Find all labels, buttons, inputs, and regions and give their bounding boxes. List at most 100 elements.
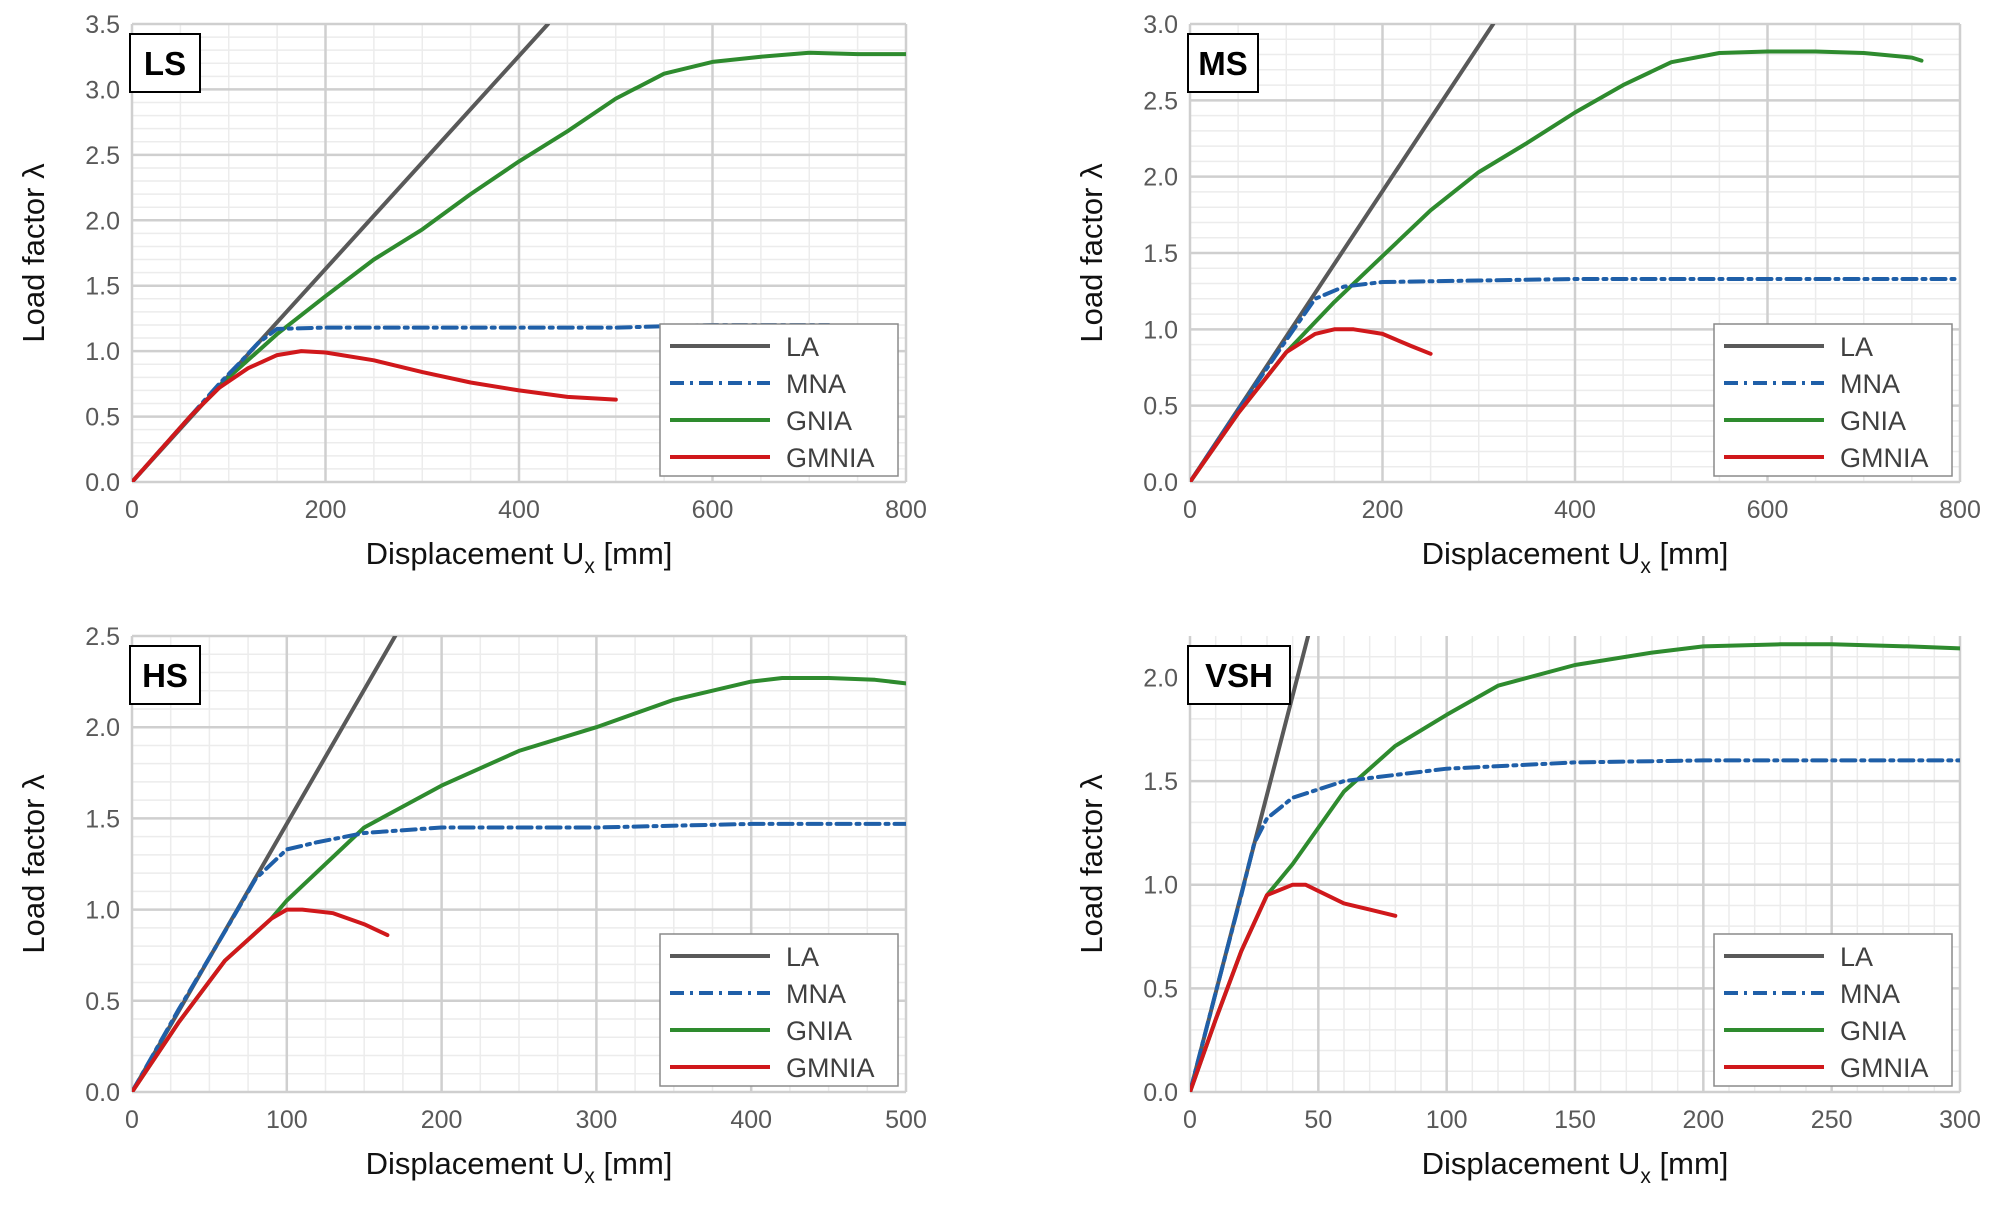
x-tick-label: 100 bbox=[1426, 1106, 1468, 1134]
x-tick-label: 500 bbox=[885, 1106, 927, 1134]
legend: LA MNA GNIA GMNIA bbox=[659, 933, 899, 1087]
legend-label-la: LA bbox=[786, 332, 819, 362]
panel-vsh: 0 50 100 150 200 250 300 0.0 0.5 1.0 1.5 2.0 Displac… bbox=[1074, 636, 1981, 1188]
legend-label-mna: MNA bbox=[786, 979, 846, 1009]
major-grid bbox=[1188, 636, 1962, 1094]
x-tick-label: 200 bbox=[421, 1106, 463, 1134]
legend-box bbox=[659, 933, 899, 1087]
panel-label-box bbox=[129, 33, 201, 93]
x-axis-title: Displacement Ux [mm] bbox=[366, 536, 673, 578]
x-axis-title: Displacement Ux [mm] bbox=[1422, 1146, 1729, 1188]
x-tick-label: 800 bbox=[885, 496, 927, 524]
x-tick-label: 50 bbox=[1304, 1106, 1332, 1134]
x-tick-label: 300 bbox=[1939, 1106, 1981, 1134]
legend-label-gmnia: GMNIA bbox=[1840, 443, 1929, 473]
legend-label-gnia: GNIA bbox=[1840, 406, 1906, 436]
y-tick-label: 1.5 bbox=[1143, 768, 1178, 796]
panel-label-box bbox=[1187, 33, 1259, 93]
y-tick-label: 0.5 bbox=[1143, 393, 1178, 421]
legend-label-la: LA bbox=[1840, 332, 1873, 362]
y-tick-label: 3.0 bbox=[85, 76, 120, 104]
y-tick-label: 0.5 bbox=[1143, 975, 1178, 1003]
y-tick-label: 0.5 bbox=[85, 988, 120, 1016]
legend-label-gmnia: GMNIA bbox=[1840, 1053, 1929, 1083]
y-tick-label: 2.0 bbox=[1143, 164, 1178, 192]
legend-label-gnia: GNIA bbox=[786, 406, 852, 436]
x-tick-label: 250 bbox=[1811, 1106, 1853, 1134]
x-tick-label: 200 bbox=[1682, 1106, 1724, 1134]
y-tick-label: 0.0 bbox=[1143, 1079, 1178, 1107]
legend-label-mna: MNA bbox=[1840, 979, 1900, 1009]
y-tick-label: 1.0 bbox=[1143, 872, 1178, 900]
y-tick-label: 3.0 bbox=[1143, 11, 1178, 39]
series-line-gmnia bbox=[1190, 327, 1433, 482]
panel-label: MS bbox=[1198, 45, 1248, 82]
legend-label-la: LA bbox=[1840, 942, 1873, 972]
legend: LA MNA GNIA GMNIA bbox=[1713, 933, 1953, 1087]
y-tick-label: 2.0 bbox=[1143, 664, 1178, 692]
x-tick-label: 400 bbox=[498, 496, 540, 524]
y-axis-title: Load factor λ bbox=[16, 774, 51, 954]
x-tick-label: 150 bbox=[1554, 1106, 1596, 1134]
legend-label-gmnia: GMNIA bbox=[786, 443, 875, 473]
series-lines bbox=[1190, 24, 1960, 482]
panel-ms: 0 200 400 600 800 0.0 0.5 1.0 1.5 2.0 2.5 3.0 Displa… bbox=[1074, 11, 1981, 578]
y-tick-label: 2.5 bbox=[85, 623, 120, 651]
x-tick-label: 600 bbox=[692, 496, 734, 524]
legend: LA MNA GNIA GMNIA bbox=[659, 323, 899, 477]
legend-label-gmnia: GMNIA bbox=[786, 1053, 875, 1083]
y-tick-label: 0.0 bbox=[85, 469, 120, 497]
panel-label: VSH bbox=[1205, 657, 1273, 694]
y-axis-title: Load factor λ bbox=[16, 163, 51, 343]
x-tick-label: 200 bbox=[1362, 496, 1404, 524]
major-grid bbox=[1188, 22, 1962, 484]
y-tick-label: 0.0 bbox=[85, 1079, 120, 1107]
y-tick-label: 2.5 bbox=[85, 142, 120, 170]
panel-hs: 0 100 200 300 400 500 0.0 0.5 1.0 1.5 2.0 2.5 Displa… bbox=[16, 623, 927, 1188]
panel-label-box bbox=[129, 645, 201, 705]
y-tick-label: 0.5 bbox=[85, 404, 120, 432]
y-tick-label: 1.5 bbox=[85, 805, 120, 833]
x-tick-label: 300 bbox=[576, 1106, 618, 1134]
series-line-gnia bbox=[1190, 49, 1924, 482]
legend-label-mna: MNA bbox=[1840, 369, 1900, 399]
y-tick-label: 1.5 bbox=[1143, 240, 1178, 268]
y-tick-label: 1.5 bbox=[85, 273, 120, 301]
x-tick-label: 600 bbox=[1747, 496, 1789, 524]
legend-label-gnia: GNIA bbox=[786, 1016, 852, 1046]
series-line-mna bbox=[1190, 277, 1960, 482]
x-tick-label: 400 bbox=[730, 1106, 772, 1134]
legend-box bbox=[659, 323, 899, 477]
y-tick-label: 2.5 bbox=[1143, 87, 1178, 115]
series-line-gmnia bbox=[1190, 882, 1398, 1092]
series-line-mna bbox=[1190, 758, 1960, 1092]
x-tick-label: 0 bbox=[125, 496, 139, 524]
x-axis-title: Displacement Ux [mm] bbox=[366, 1146, 673, 1188]
legend-label-mna: MNA bbox=[786, 369, 846, 399]
x-tick-label: 800 bbox=[1939, 496, 1981, 524]
series-line-gmnia bbox=[132, 349, 618, 482]
legend-label-la: LA bbox=[786, 942, 819, 972]
series-lines bbox=[132, 24, 906, 482]
legend: LA MNA GNIA GMNIA bbox=[1713, 323, 1953, 477]
panel-ls: 0 200 400 600 800 0.0 0.5 1.0 1.5 2.0 2.5 3.0 3.5 Dis… bbox=[16, 11, 927, 578]
panel-label: LS bbox=[144, 45, 186, 82]
x-tick-label: 0 bbox=[125, 1106, 139, 1134]
panel-label-box bbox=[1187, 645, 1291, 705]
y-tick-label: 1.0 bbox=[1143, 316, 1178, 344]
y-tick-label: 0.0 bbox=[1143, 469, 1178, 497]
series-line-mna bbox=[132, 821, 906, 1092]
y-tick-label: 1.0 bbox=[85, 897, 120, 925]
x-tick-label: 0 bbox=[1183, 1106, 1197, 1134]
y-axis-title: Load factor λ bbox=[1074, 774, 1109, 954]
panel-label: HS bbox=[142, 657, 188, 694]
y-tick-label: 2.0 bbox=[85, 207, 120, 235]
x-tick-label: 100 bbox=[266, 1106, 308, 1134]
y-tick-label: 1.0 bbox=[85, 338, 120, 366]
legend-box bbox=[1713, 323, 1953, 477]
y-tick-label: 2.0 bbox=[85, 714, 120, 742]
x-tick-label: 200 bbox=[305, 496, 347, 524]
legend-box bbox=[1713, 933, 1953, 1087]
